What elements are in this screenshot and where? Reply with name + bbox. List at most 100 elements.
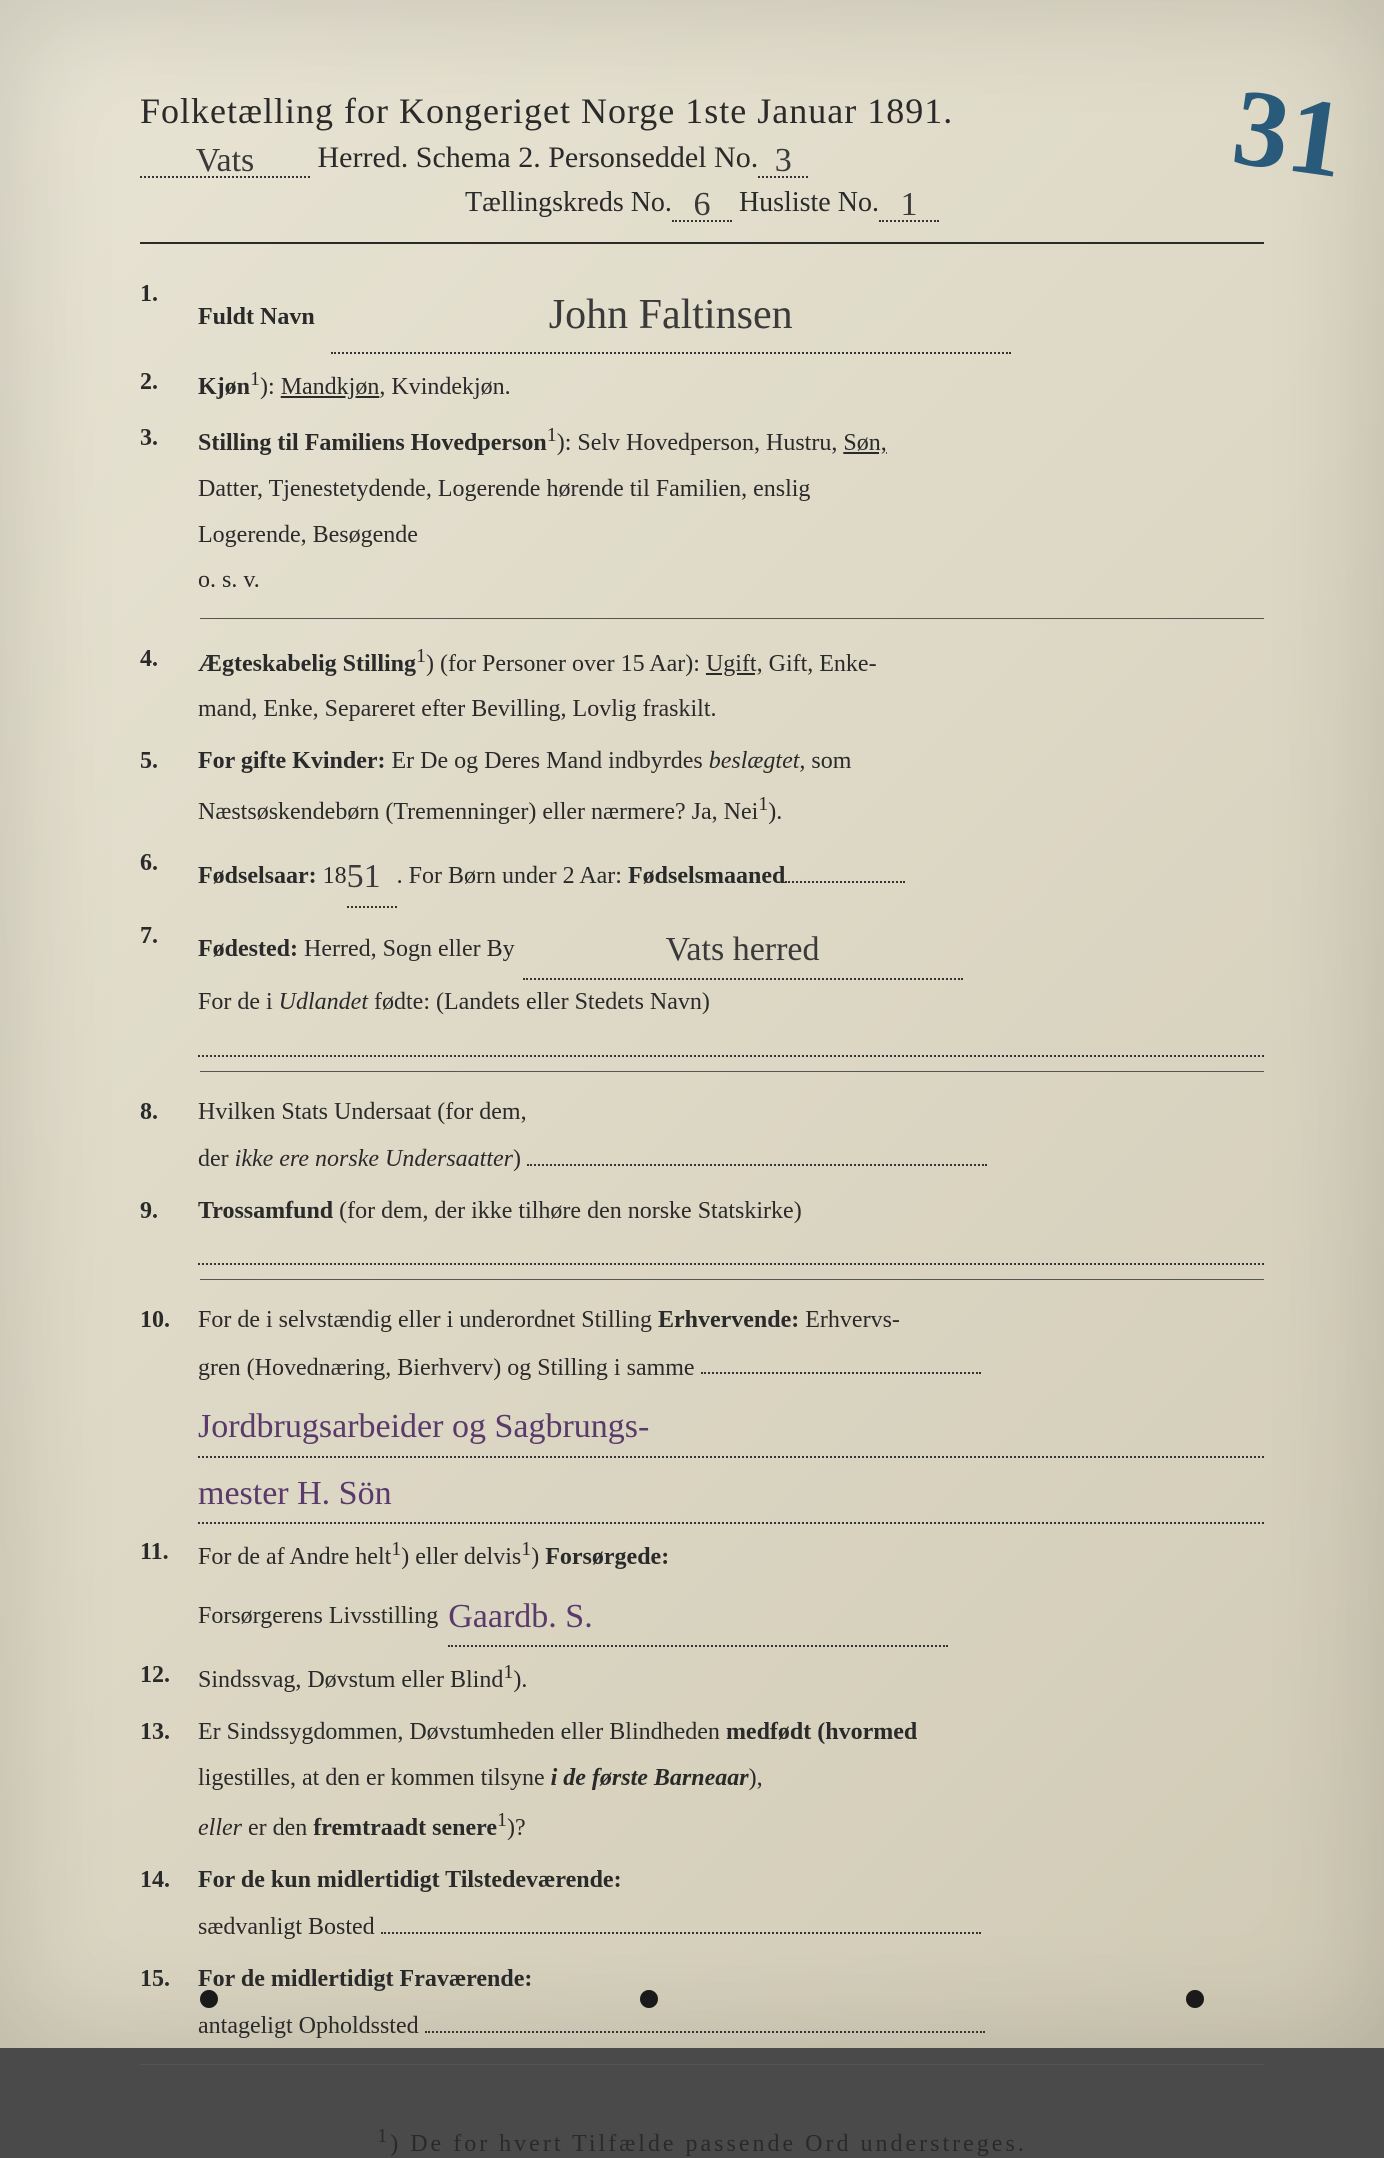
census-form-page: 31 Folketælling for Kongeriget Norge 1st… bbox=[0, 0, 1384, 2048]
num-2: 2. bbox=[140, 360, 198, 406]
bold2-13: fremtraadt senere bbox=[313, 1815, 497, 1841]
full-name-value: John Faltinsen bbox=[549, 276, 793, 356]
kreds-label: Tællingskreds No. bbox=[465, 187, 672, 218]
rest-3: ): Selv Hovedperson, Hustru, bbox=[557, 430, 844, 456]
label-name: Fuldt Navn bbox=[198, 304, 315, 330]
header-line-2: Vats Herred. Schema 2. Personseddel No. 3 bbox=[140, 138, 1264, 178]
opt-son: Søn, bbox=[843, 430, 886, 456]
end-5: ). bbox=[768, 799, 782, 825]
ital-13: i de første Barneaar bbox=[551, 1765, 749, 1791]
ital-7: Udlandet bbox=[279, 989, 368, 1015]
item-6: 6. Fødselsaar: 1851. For Børn under 2 Aa… bbox=[140, 841, 1264, 908]
punch-hole-left bbox=[200, 1990, 218, 2008]
num-11: 11. bbox=[140, 1530, 198, 1576]
item-8: 8. Hvilken Stats Undersaat (for dem, der… bbox=[140, 1090, 1264, 1183]
rest-2: ): bbox=[260, 374, 281, 400]
divider-7 bbox=[200, 1071, 1264, 1072]
divider-9 bbox=[200, 1279, 1264, 1280]
rest-6: . For Børn under 2 Aar: bbox=[397, 863, 628, 889]
line2-14: sædvanligt Bosted bbox=[198, 1914, 375, 1940]
divider-bottom bbox=[140, 2064, 1264, 2065]
text1-13: Er Sindssygdommen, Døvstumheden eller Bl… bbox=[198, 1719, 726, 1745]
num-15: 15. bbox=[140, 1957, 198, 2003]
item-12: 12. Sindssvag, Døvstum eller Blind1). bbox=[140, 1653, 1264, 1704]
num-14: 14. bbox=[140, 1858, 198, 1904]
line2-3: Datter, Tjenestetydende, Logerende høren… bbox=[198, 476, 810, 502]
bold-11: Forsørgede: bbox=[545, 1544, 669, 1570]
herred-handwritten: Vats bbox=[196, 142, 255, 180]
punch-hole-mid bbox=[640, 1990, 658, 2008]
item-1: 1. Fuldt Navn John Faltinsen bbox=[140, 272, 1264, 354]
text2-10: Erhvervs- bbox=[799, 1307, 900, 1333]
num-6: 6. bbox=[140, 841, 198, 887]
sup-3: 1 bbox=[547, 424, 557, 446]
birthplace-value: Vats herred bbox=[666, 918, 820, 983]
sup2-11: 1 bbox=[521, 1538, 531, 1560]
mid-11: ) eller delvis bbox=[401, 1544, 521, 1570]
footnote: 1) De for hvert Tilfælde passende Ord un… bbox=[140, 2125, 1264, 2158]
sup1-11: 1 bbox=[391, 1538, 401, 1560]
occupation-hand2: mester H. Sön bbox=[198, 1462, 392, 1527]
label-sex: Kjøn bbox=[198, 374, 250, 400]
divider-3 bbox=[200, 618, 1264, 619]
line2-10: gren (Hovednæring, Bierhverv) og Stillin… bbox=[198, 1354, 695, 1380]
label-marital: Ægteskabelig Stilling bbox=[198, 651, 416, 677]
end-8: ) bbox=[513, 1146, 521, 1172]
bold1-13: medfødt (hvormed bbox=[726, 1719, 917, 1745]
num-3: 3. bbox=[140, 416, 198, 462]
label-birthplace: Fødested: bbox=[198, 936, 298, 962]
header-line-3: Tællingskreds No.6 Husliste No.1 bbox=[140, 182, 1264, 222]
husliste-label: Husliste No. bbox=[732, 187, 879, 218]
personseddel-no: 3 bbox=[775, 142, 792, 180]
line2-print: Herred. Schema 2. Personseddel No. bbox=[310, 141, 758, 174]
rest-4: ) (for Personer over 15 Aar): bbox=[426, 651, 706, 677]
num-8: 8. bbox=[140, 1090, 198, 1136]
rest-7: Herred, Sogn eller By bbox=[298, 936, 515, 962]
rest2-4: Gift, Enke- bbox=[763, 651, 877, 677]
item-2: 2. Kjøn1): Mandkjøn, Kvindekjøn. bbox=[140, 360, 1264, 411]
sup-12: 1 bbox=[503, 1661, 513, 1683]
text-8: Hvilken Stats Undersaat (for dem, bbox=[198, 1099, 527, 1125]
opt-kvindekjon: Kvindekjøn. bbox=[391, 374, 510, 400]
label-relation: Stilling til Familiens Hovedperson bbox=[198, 430, 547, 456]
num-1: 1. bbox=[140, 272, 198, 318]
kreds-no: 6 bbox=[693, 186, 710, 224]
item-4: 4. Ægteskabelig Stilling1) (for Personer… bbox=[140, 637, 1264, 733]
prefix-6: 18 bbox=[317, 863, 347, 889]
line2-5: Næstsøskendebørn (Tremenninger) eller næ… bbox=[198, 799, 758, 825]
item-3: 3. Stilling til Familiens Hovedperson1):… bbox=[140, 416, 1264, 603]
rest-5: Er De og Deres Mand indbyrdes bbox=[386, 748, 709, 774]
line2-11: Forsørgerens Livsstilling bbox=[198, 1603, 438, 1629]
label-birthmonth: Fødselsmaaned bbox=[628, 863, 785, 889]
end-13: )? bbox=[507, 1815, 526, 1841]
num-4: 4. bbox=[140, 637, 198, 683]
rest-9: (for dem, der ikke tilhøre den norske St… bbox=[333, 1198, 802, 1224]
num-7: 7. bbox=[140, 914, 198, 960]
line2b-7: fødte: (Landets eller Stedets Navn) bbox=[368, 989, 710, 1015]
text1-10: For de i selvstændig eller i underordnet… bbox=[198, 1307, 658, 1333]
num-13: 13. bbox=[140, 1710, 198, 1756]
rest2-5: som bbox=[805, 748, 851, 774]
item-7: 7. Fødested: Herred, Sogn eller By Vats h… bbox=[140, 914, 1264, 1057]
line2b-13: ), bbox=[749, 1765, 763, 1791]
label-14: For de kun midlertidigt Tilstedeværende: bbox=[198, 1867, 622, 1893]
end-12: ). bbox=[513, 1667, 527, 1693]
line3b-13: er den bbox=[242, 1815, 313, 1841]
sup-13: 1 bbox=[497, 1809, 507, 1831]
num-9: 9. bbox=[140, 1189, 198, 1235]
sep-2: , bbox=[379, 374, 391, 400]
sup2-5: 1 bbox=[758, 793, 768, 815]
line3-3: Logerende, Besøgende bbox=[198, 522, 418, 548]
item-5: 5. For gifte Kvinder: Er De og Deres Man… bbox=[140, 739, 1264, 835]
num-10: 10. bbox=[140, 1298, 198, 1344]
provider-hand: Gaardb. S. bbox=[448, 1585, 592, 1650]
ital-8: ikke ere norske Undersaatter bbox=[235, 1146, 513, 1172]
sup-4: 1 bbox=[416, 645, 426, 667]
rest-11: ) bbox=[531, 1544, 545, 1570]
footnote-sup: 1 bbox=[377, 2125, 390, 2147]
punch-hole-right bbox=[1186, 1990, 1204, 2008]
label-religion: Trossamfund bbox=[198, 1198, 333, 1224]
line2-15: antageligt Opholdssted bbox=[198, 2013, 419, 2039]
item-9: 9. Trossamfund (for dem, der ikke tilhør… bbox=[140, 1189, 1264, 1265]
sup-2: 1 bbox=[250, 368, 260, 390]
